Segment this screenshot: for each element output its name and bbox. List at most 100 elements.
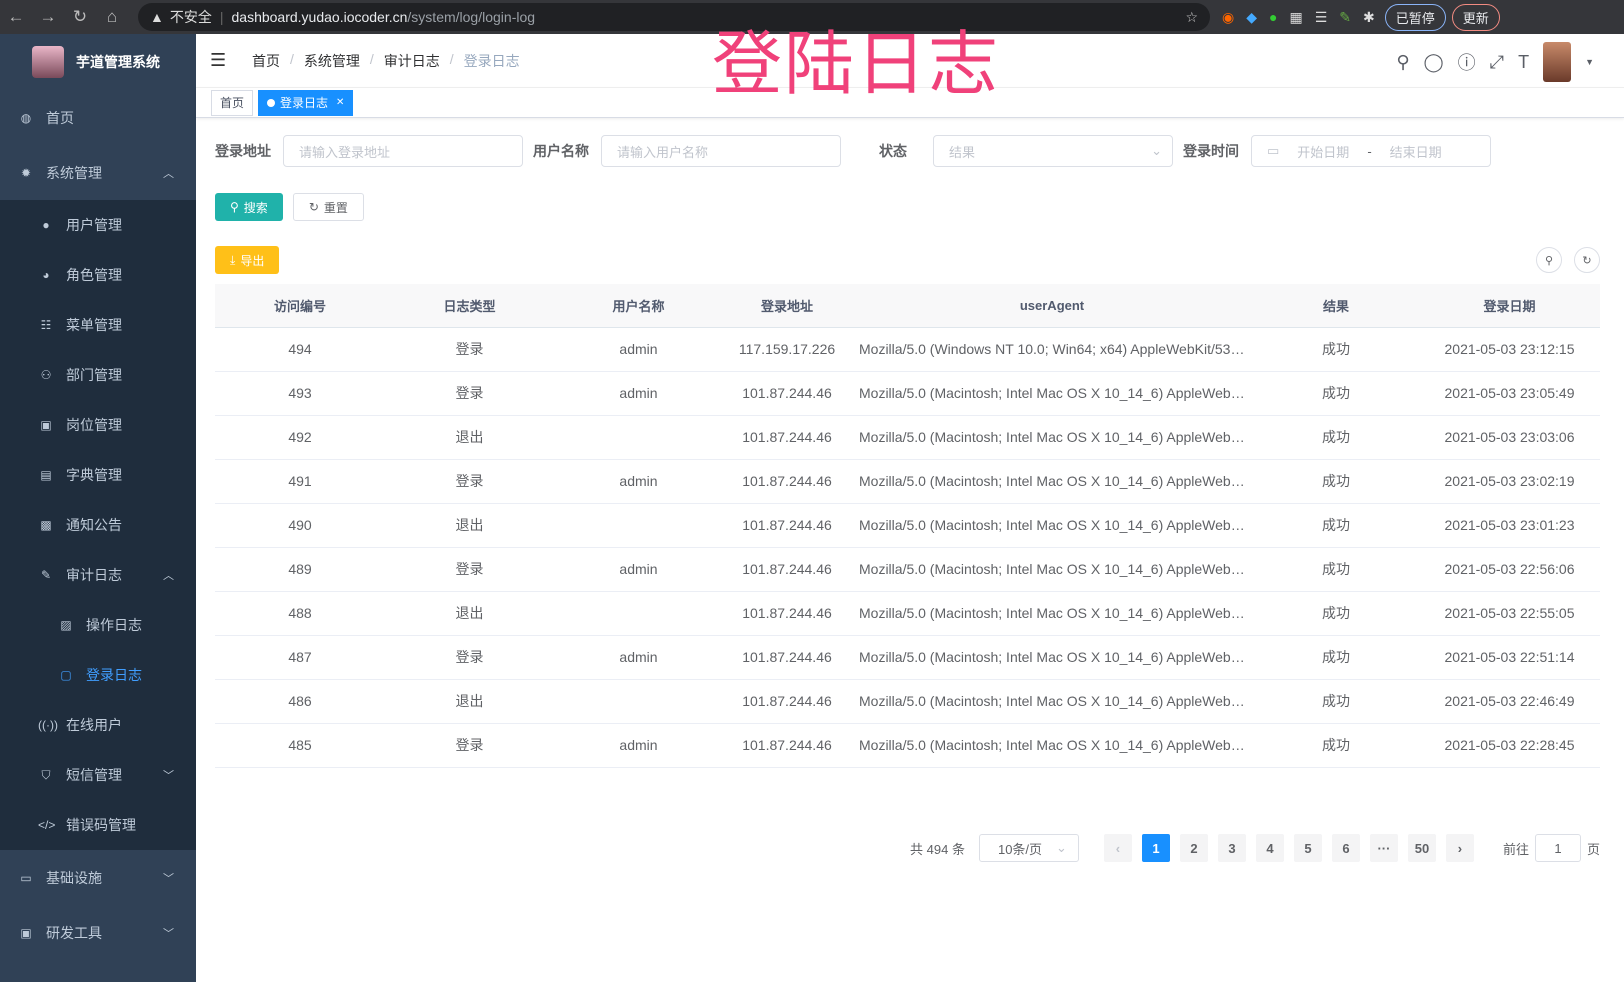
page-button[interactable]: 50 bbox=[1407, 834, 1436, 862]
login-log-table: 访问编号 日志类型 用户名称 登录地址 userAgent 结果 登录日期 494 登录 adm… bbox=[215, 284, 1600, 768]
table-cell: Mozilla/5.0 (Macintosh; Intel Mac OS X 1… bbox=[851, 723, 1253, 768]
page-button[interactable]: 4 bbox=[1255, 834, 1284, 862]
table-row[interactable]: 494 登录 admin 117.159.17.226 Mozilla/5.0 (Win… bbox=[215, 327, 1600, 372]
export-button[interactable]: ⤓ 导出 bbox=[215, 246, 280, 274]
page-button[interactable]: 3 bbox=[1217, 834, 1246, 862]
address-input[interactable]: 请输入登录地址 bbox=[283, 135, 523, 167]
tag-home[interactable]: 首页 bbox=[211, 89, 254, 116]
caret-down-icon[interactable]: ▼ bbox=[1585, 57, 1594, 67]
reset-button[interactable]: ↻ 重置 bbox=[292, 193, 364, 221]
extension-icon[interactable]: ● bbox=[1269, 9, 1278, 25]
sidebar-item-label: 首页 bbox=[46, 109, 74, 126]
breadcrumb-item[interactable]: 首页 bbox=[252, 52, 280, 69]
table-row[interactable]: 490 退出 101.87.244.46 Mozilla/5.0 (Macintosh… bbox=[215, 503, 1600, 548]
sidebar-item-error-code[interactable]: </> 错误码管理 bbox=[0, 800, 196, 850]
username-input[interactable]: 请输入用户名称 bbox=[601, 135, 841, 167]
tag-login-log[interactable]: 登录日志 ✕ bbox=[258, 89, 354, 116]
font-size-icon[interactable]: T bbox=[1518, 51, 1530, 72]
shield-icon: ⛉ bbox=[41, 767, 51, 782]
end-date[interactable]: 结束日期 bbox=[1389, 144, 1442, 160]
table-cell: 2021-05-03 22:55:05 bbox=[1419, 591, 1600, 636]
extension-icon[interactable]: ◉ bbox=[1222, 8, 1235, 25]
table-cell: admin bbox=[554, 327, 723, 372]
sidebar-item-online[interactable]: ((·)) 在线用户 bbox=[0, 700, 196, 750]
reload-icon[interactable]: ↻ bbox=[72, 7, 88, 26]
download-icon: ⤓ bbox=[230, 252, 236, 267]
hamburger-icon[interactable]: ☰ bbox=[210, 50, 227, 70]
extension-icon[interactable]: ▦ bbox=[1289, 8, 1303, 25]
fullscreen-icon[interactable]: ⤢ bbox=[1489, 51, 1505, 72]
chevron-up-icon: ︿ bbox=[163, 570, 174, 582]
toolbar: ⤓ 导出 ⚲ ↻ bbox=[215, 246, 1600, 274]
github-icon[interactable]: ◯ bbox=[1423, 51, 1444, 72]
home-icon[interactable]: ⌂ bbox=[106, 7, 118, 26]
goto-page-input[interactable]: 1 bbox=[1534, 834, 1581, 862]
divider: | bbox=[219, 9, 224, 25]
sidebar-item-dict[interactable]: ▤ 字典管理 bbox=[0, 450, 196, 500]
page-button[interactable]: 2 bbox=[1179, 834, 1208, 862]
table-cell: 487 bbox=[215, 635, 385, 680]
extension-icon[interactable]: ◆ bbox=[1246, 8, 1257, 25]
sidebar-item-sms[interactable]: ⛉ 短信管理 ﹀ bbox=[0, 750, 196, 800]
extension-icon[interactable]: ☰ bbox=[1314, 8, 1328, 25]
sidebar-item-users[interactable]: ● 用户管理 bbox=[0, 200, 196, 250]
start-date[interactable]: 开始日期 bbox=[1297, 144, 1350, 160]
sidebar-item-roles[interactable]: ◕ 角色管理 bbox=[0, 250, 196, 300]
table-cell: Mozilla/5.0 (Windows NT 10.0; Win64; x64… bbox=[851, 327, 1253, 372]
address-bar[interactable]: ▲ 不安全 | dashboard.yudao.iocoder.cn /syst… bbox=[138, 3, 1210, 31]
sidebar-item-system[interactable]: ✹ 系统管理 ︿ bbox=[0, 145, 196, 200]
breadcrumb-item[interactable]: 审计日志 bbox=[383, 52, 440, 69]
sidebar-item-label: 短信管理 bbox=[66, 767, 122, 783]
page-size-select[interactable]: 10条/页 ⌄ bbox=[978, 834, 1079, 862]
sidebar-item-menus[interactable]: ☷ 菜单管理 bbox=[0, 300, 196, 350]
avatar[interactable] bbox=[1543, 42, 1572, 82]
table-cell: Mozilla/5.0 (Macintosh; Intel Mac OS X 1… bbox=[851, 459, 1253, 504]
prev-page-button[interactable]: ‹ bbox=[1103, 834, 1132, 862]
help-icon[interactable]: ⓘ bbox=[1457, 53, 1476, 73]
app-title: 芋道管理系统 bbox=[76, 54, 160, 70]
table-row[interactable]: 489 登录 admin 101.87.244.46 Mozilla/5.0 (Maci… bbox=[215, 547, 1600, 592]
logo[interactable]: 芋道管理系统 bbox=[0, 34, 196, 90]
table-cell: 488 bbox=[215, 591, 385, 636]
sidebar-item-home[interactable]: ◍ 首页 bbox=[0, 90, 196, 145]
search-button[interactable]: ⚲ 搜索 bbox=[215, 193, 283, 221]
table-row[interactable]: 486 退出 101.87.244.46 Mozilla/5.0 (Macintosh… bbox=[215, 679, 1600, 724]
toggle-search-icon[interactable]: ⚲ bbox=[1536, 247, 1562, 273]
date-range-picker[interactable]: ▭ 开始日期 - 结束日期 bbox=[1251, 135, 1491, 167]
search-icon[interactable]: ⚲ bbox=[1396, 51, 1410, 72]
page-button[interactable]: 1 bbox=[1141, 834, 1170, 862]
table-row[interactable]: 485 登录 admin 101.87.244.46 Mozilla/5.0 (Maci… bbox=[215, 723, 1600, 768]
sidebar-item-login-log[interactable]: ▢ 登录日志 bbox=[0, 650, 196, 700]
table-row[interactable]: 493 登录 admin 101.87.244.46 Mozilla/5.0 (Maci… bbox=[215, 371, 1600, 416]
table-row[interactable]: 492 退出 101.87.244.46 Mozilla/5.0 (Macintosh… bbox=[215, 415, 1600, 460]
sidebar-item-infra[interactable]: ▭ 基础设施 ﹀ bbox=[0, 850, 196, 905]
status-select[interactable]: 结果 ⌄ bbox=[933, 135, 1173, 167]
puzzle-icon[interactable]: ✱ bbox=[1363, 8, 1375, 25]
dict-icon: ▤ bbox=[40, 468, 52, 482]
table-row[interactable]: 488 退出 101.87.244.46 Mozilla/5.0 (Macintosh… bbox=[215, 591, 1600, 636]
post-icon: ▣ bbox=[40, 418, 52, 432]
page-button[interactable]: 5 bbox=[1293, 834, 1322, 862]
table-cell: 2021-05-03 23:01:23 bbox=[1419, 503, 1600, 548]
close-icon[interactable]: ✕ bbox=[336, 97, 345, 108]
sidebar-item-operate-log[interactable]: ▨ 操作日志 bbox=[0, 600, 196, 650]
filter-form: 登录地址 请输入登录地址 用户名称 请输入用户名称 状态 结果 ⌄ 登录时间 ▭ 开… bbox=[215, 134, 1600, 168]
bookmark-star-icon[interactable]: ☆ bbox=[1185, 8, 1198, 25]
sidebar-item-audit[interactable]: ✎ 审计日志 ︿ bbox=[0, 550, 196, 600]
forward-icon[interactable]: → bbox=[39, 7, 57, 26]
table-row[interactable]: 491 登录 admin 101.87.244.46 Mozilla/5.0 (Maci… bbox=[215, 459, 1600, 504]
extension-icon[interactable]: ✎ bbox=[1339, 8, 1351, 25]
page-button[interactable]: ··· bbox=[1369, 834, 1398, 862]
table-row[interactable]: 487 登录 admin 101.87.244.46 Mozilla/5.0 (Maci… bbox=[215, 635, 1600, 680]
sidebar-item-tools[interactable]: ▣ 研发工具 ﹀ bbox=[0, 905, 196, 960]
next-page-button[interactable]: › bbox=[1445, 834, 1474, 862]
breadcrumb-item[interactable]: 系统管理 bbox=[303, 52, 360, 69]
update-button[interactable]: 更新 bbox=[1451, 3, 1500, 31]
sidebar-item-posts[interactable]: ▣ 岗位管理 bbox=[0, 400, 196, 450]
page-button[interactable]: 6 bbox=[1331, 834, 1360, 862]
refresh-icon[interactable]: ↻ bbox=[1574, 247, 1600, 273]
back-icon[interactable]: ← bbox=[7, 7, 25, 26]
profile-button[interactable]: 已暂停 bbox=[1384, 3, 1446, 31]
sidebar-item-depts[interactable]: ⚇ 部门管理 bbox=[0, 350, 196, 400]
sidebar-item-notice[interactable]: ▩ 通知公告 bbox=[0, 500, 196, 550]
